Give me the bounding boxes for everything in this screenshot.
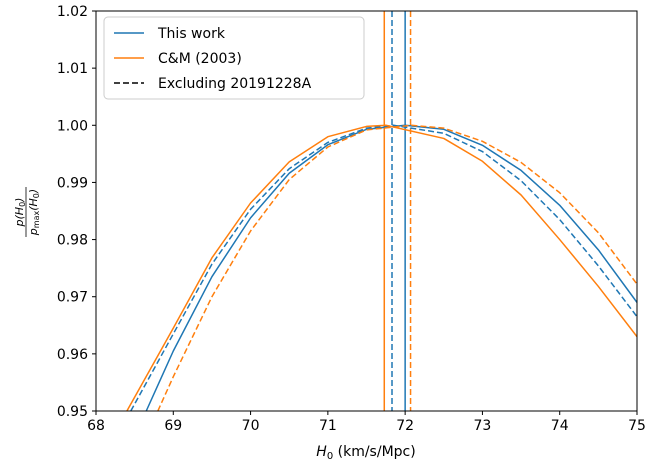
legend-box	[103, 16, 365, 100]
y-axis-ticks: 0.95 0.96 0.97 0.98 0.99 1.00 1.01 1.02	[57, 4, 96, 420]
y-tick-label: 1.02	[57, 4, 88, 20]
x-tick-label: 75	[628, 418, 646, 434]
x-tick-label: 71	[319, 418, 337, 434]
x-axis-label: H0 (km/s/Mpc)	[316, 444, 415, 462]
legend-items: This work C&M (2003) Excluding 20191228A	[114, 26, 312, 92]
series-line-2	[126, 124, 638, 412]
series-line-3	[157, 124, 638, 412]
x-tick-label: 74	[551, 418, 569, 434]
y-tick-label: 0.98	[57, 233, 88, 249]
series-line-1	[130, 124, 638, 412]
legend-label: C&M (2003)	[158, 51, 242, 67]
legend-label: This work	[157, 26, 226, 42]
y-axis-label-numerator: p(H0)	[13, 198, 27, 228]
x-tick-label: 72	[396, 418, 414, 434]
legend: This work C&M (2003) Excluding 20191228A	[103, 16, 365, 100]
y-axis-label-denominator: pmax(H0)	[27, 189, 41, 236]
x-tick-label: 68	[87, 418, 105, 434]
legend-label: Excluding 20191228A	[158, 76, 312, 92]
y-tick-label: 1.00	[57, 118, 88, 134]
x-axis-ticks: 68 69 70 71 72 73 74 75	[87, 411, 646, 434]
y-tick-label: 0.99	[57, 175, 88, 191]
x-tick-label: 73	[474, 418, 492, 434]
x-tick-label: 70	[242, 418, 260, 434]
series-lines	[126, 124, 638, 412]
y-tick-label: 0.97	[57, 290, 88, 306]
y-tick-label: 0.95	[57, 404, 88, 420]
vertical-lines	[383, 11, 412, 411]
x-tick-label: 69	[164, 418, 182, 434]
plot-frame	[95, 10, 638, 412]
y-axis-label: p(H0) pmax(H0)	[13, 187, 41, 237]
y-tick-label: 0.96	[57, 347, 88, 363]
y-tick-label: 1.01	[57, 61, 88, 77]
